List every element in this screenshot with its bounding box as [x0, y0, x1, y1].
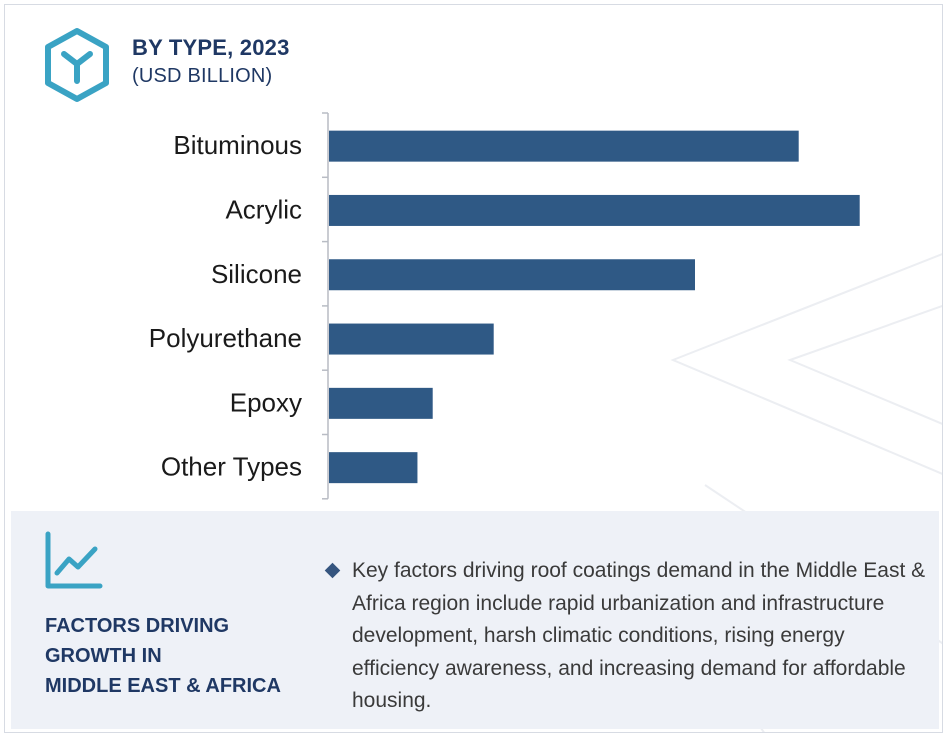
factors-panel: FACTORS DRIVING GROWTH IN MIDDLE EAST & …: [11, 511, 939, 729]
factors-title-line: FACTORS DRIVING: [45, 615, 230, 637]
decor-chevron-small: [787, 305, 942, 425]
bar-bituminous: [329, 130, 799, 162]
bar-acrylic: [329, 194, 860, 226]
category-label: Silicone: [211, 259, 302, 289]
category-label: Acrylic: [225, 194, 302, 224]
category-label: Other Types: [161, 452, 302, 482]
bar-silicone: [329, 259, 695, 291]
decor-chevron-large: [670, 253, 942, 475]
factors-title-line: GROWTH IN: [45, 645, 162, 667]
infographic-card: BY TYPE, 2023 (USD BILLION) Bituminous Ac…: [4, 4, 943, 733]
factors-description: Key factors driving roof coatings demand…: [352, 559, 926, 712]
chart-subtitle: (USD BILLION): [132, 65, 273, 87]
bar-chart: Bituminous Acrylic Silicone Polyurethane Epo…: [149, 112, 860, 500]
line-chart-icon: [45, 531, 103, 589]
category-label: Epoxy: [230, 387, 302, 417]
bar-other-types: [329, 452, 418, 484]
hexagon-y-icon: [45, 28, 109, 102]
chart-title: BY TYPE, 2023: [132, 35, 290, 60]
bar-epoxy: [329, 387, 433, 419]
diamond-bullet-icon: [324, 562, 341, 579]
category-label: Bituminous: [173, 130, 302, 160]
factors-title-line: MIDDLE EAST & AFRICA: [45, 675, 281, 697]
factors-title: FACTORS DRIVING GROWTH IN MIDDLE EAST & …: [45, 611, 281, 701]
category-label: Polyurethane: [149, 323, 302, 353]
bar-polyurethane: [329, 323, 494, 355]
